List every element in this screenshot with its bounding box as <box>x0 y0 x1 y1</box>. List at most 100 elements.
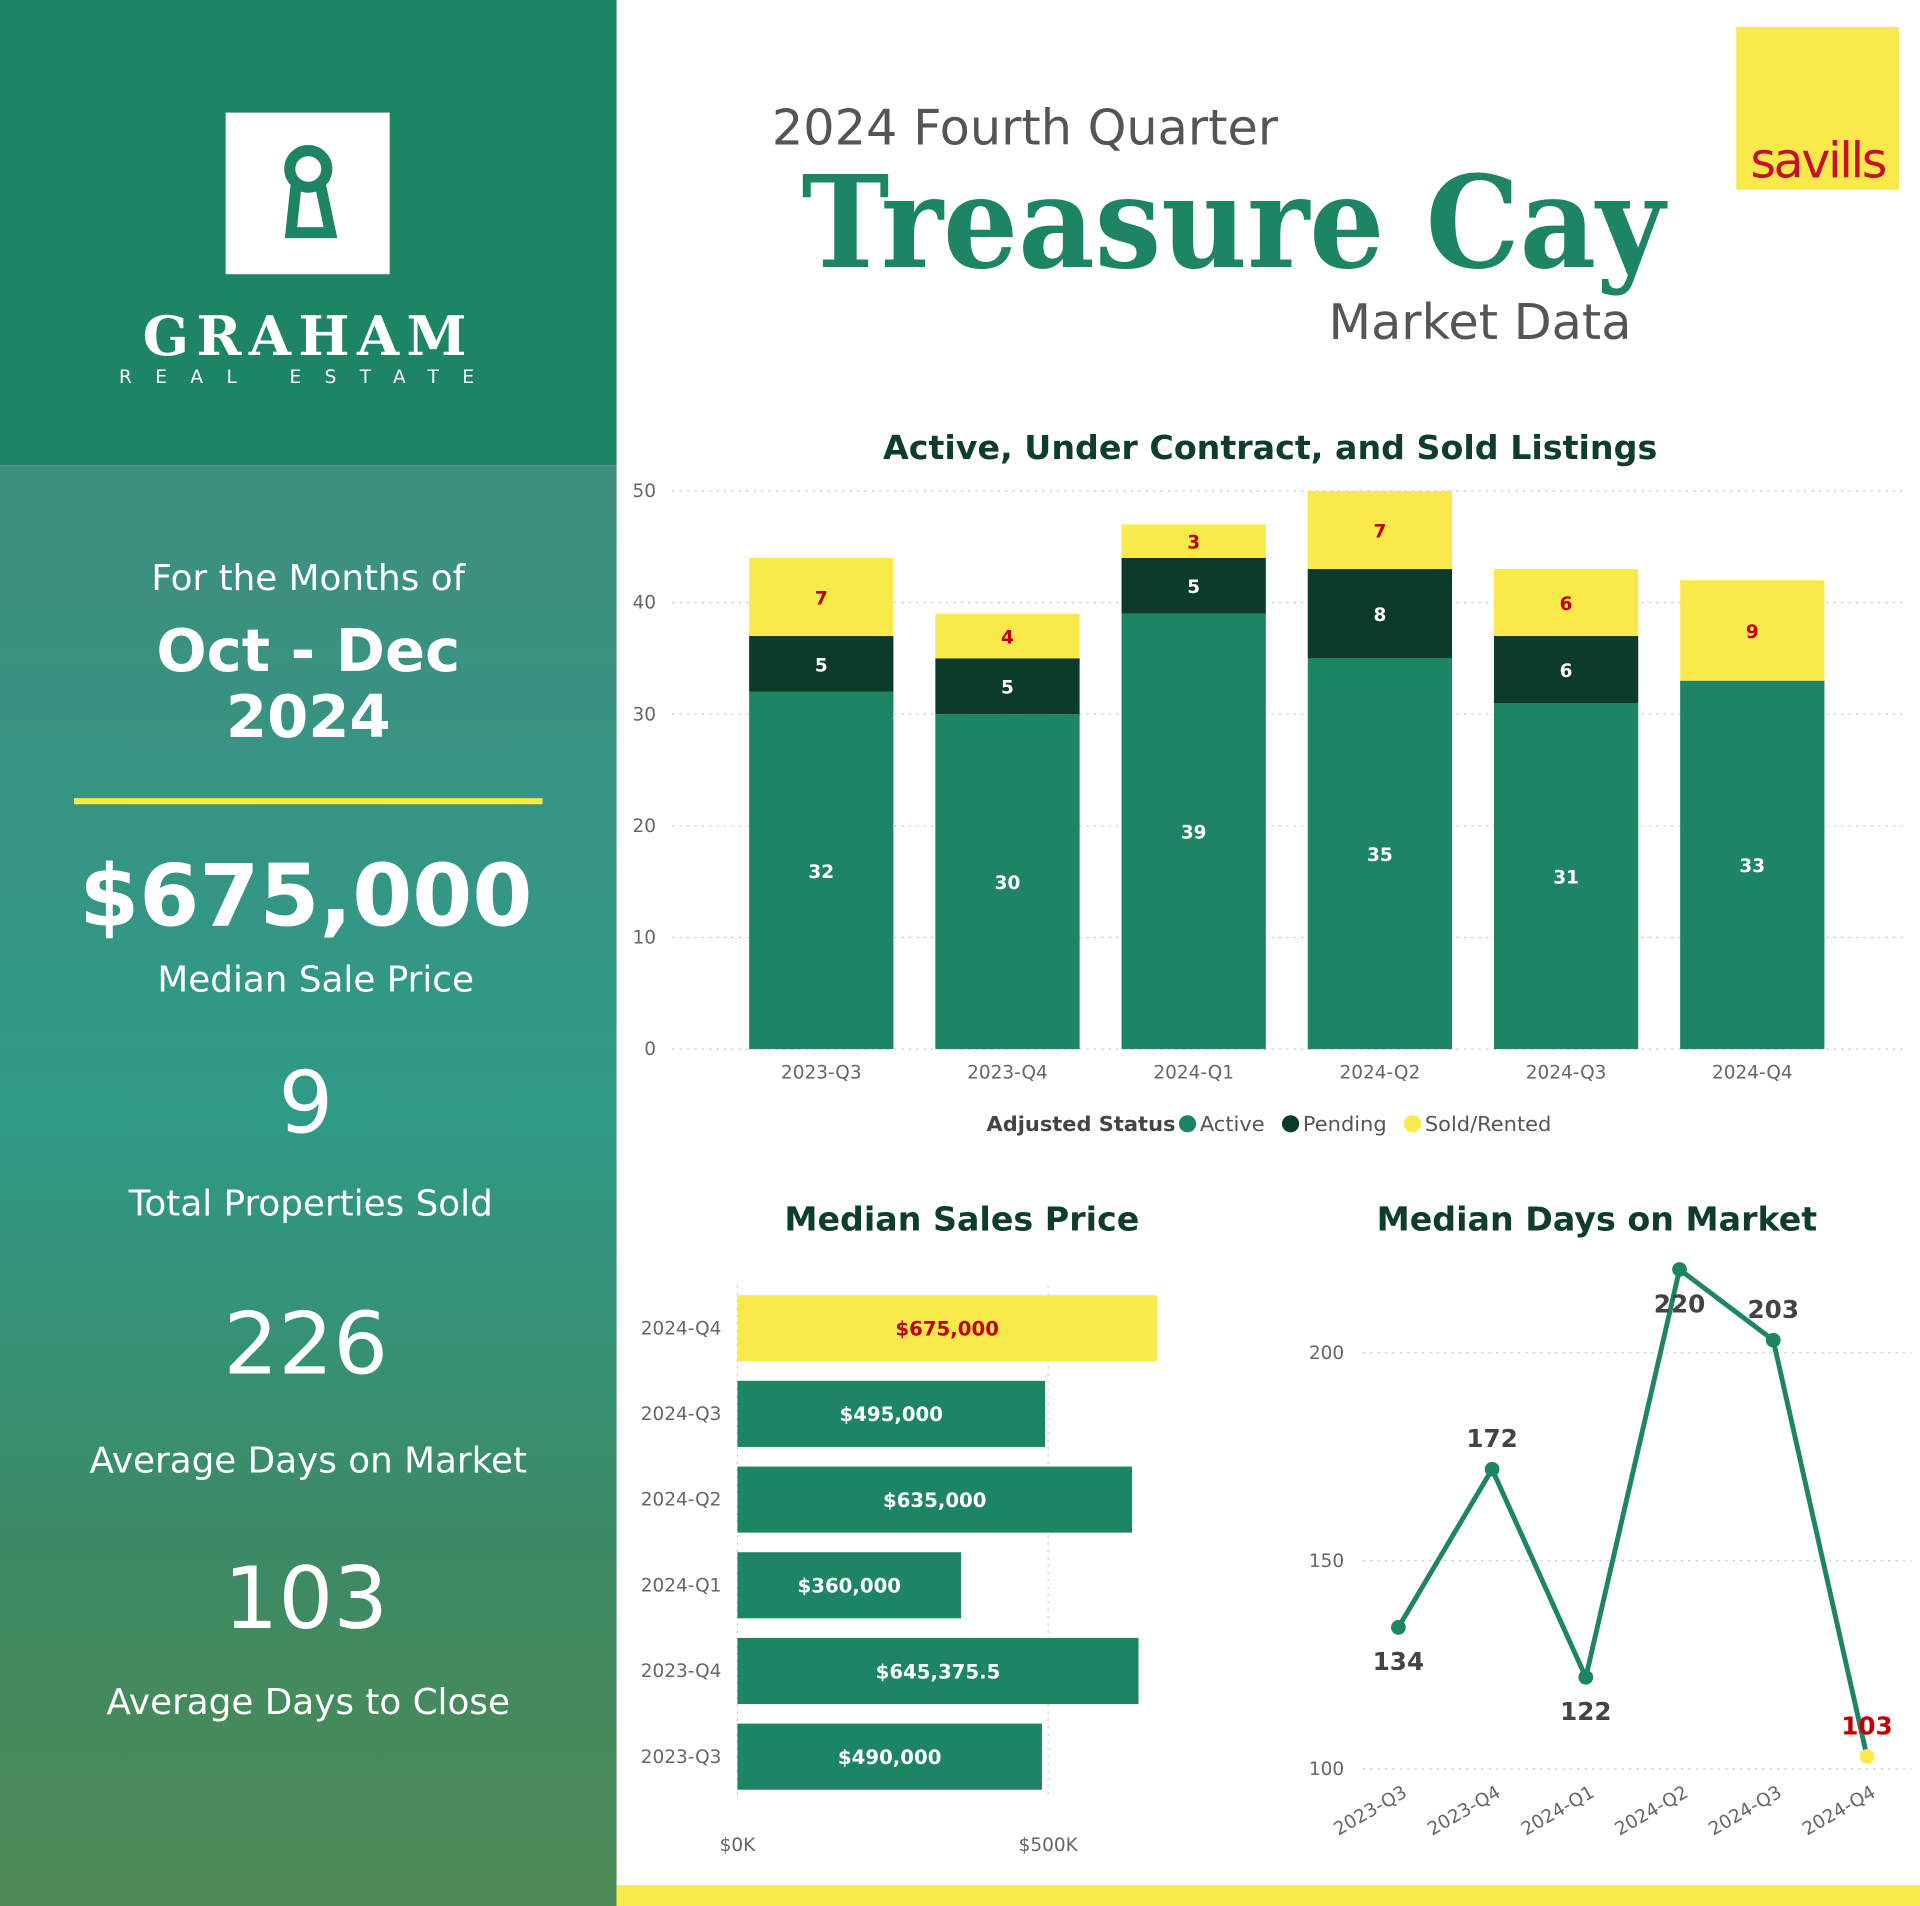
kicker: 2024 Fourth Quarter <box>772 99 1279 157</box>
y-tick-label: 0 <box>644 1039 656 1060</box>
y-tick-label: 2023-Q4 <box>641 1661 722 1682</box>
bar-label: $635,000 <box>883 1489 987 1512</box>
bar-label: $490,000 <box>838 1746 942 1769</box>
main-title: Treasure Cay <box>802 148 1669 297</box>
bar-label: 3 <box>1187 533 1200 554</box>
bar-label: 5 <box>815 655 828 676</box>
sidebar-photo <box>0 465 617 1906</box>
bar-label: 5 <box>1001 678 1014 699</box>
period: Oct - Dec <box>156 616 460 685</box>
bar <box>737 1637 1139 1705</box>
bar-segment <box>749 636 894 692</box>
y-tick-label: 50 <box>633 481 657 502</box>
point-label: 203 <box>1748 1295 1799 1324</box>
point <box>1578 1669 1594 1685</box>
stat-label: Total Properties Sold <box>128 1184 493 1225</box>
bar-label: 6 <box>1560 594 1573 615</box>
bar-label: $645,375.5 <box>876 1660 1001 1683</box>
x-tick-label: 2024-Q3 <box>1526 1063 1607 1084</box>
brand-name: GRAHAM <box>143 304 474 368</box>
point-label: 220 <box>1654 1289 1705 1318</box>
y-tick-label: 200 <box>1309 1343 1344 1364</box>
bar-segment <box>935 613 1080 659</box>
legend-swatch <box>1281 1115 1300 1133</box>
x-tick-label: 2024-Q2 <box>1612 1782 1692 1840</box>
x-tick-label: 2024-Q4 <box>1799 1782 1879 1840</box>
stat-label: Median Sale Price <box>157 960 474 1001</box>
period-year: 2024 <box>226 682 391 751</box>
y-tick-label: 2024-Q2 <box>641 1490 722 1511</box>
legend-label: Pending <box>1303 1112 1387 1136</box>
bar-segment <box>749 557 894 637</box>
bar-label: $495,000 <box>839 1403 943 1426</box>
bar-segment <box>1307 569 1453 659</box>
point <box>1859 1749 1875 1764</box>
bar-label: 9 <box>1746 622 1759 643</box>
stat-value: 9 <box>278 1054 333 1154</box>
y-tick-label: 2024-Q4 <box>641 1318 722 1339</box>
y-tick-label: 2024-Q1 <box>641 1575 722 1596</box>
bar-label: $675,000 <box>895 1318 999 1341</box>
x-tick-label: 2024-Q1 <box>1518 1782 1598 1840</box>
bar-segment <box>1121 613 1266 1050</box>
partner-box <box>1736 26 1900 190</box>
bar-segment <box>1680 680 1825 1050</box>
stat-value: $675,000 <box>79 847 532 947</box>
bar <box>737 1295 1157 1362</box>
point <box>1765 1332 1781 1348</box>
x-tick-label: 2023-Q4 <box>967 1063 1048 1084</box>
bar-label: 33 <box>1739 856 1765 877</box>
chart-title: Active, Under Contract, and Sold Listing… <box>883 428 1657 467</box>
x-tick-label: 2024-Q3 <box>1705 1782 1785 1840</box>
bar-segment <box>1493 703 1639 1050</box>
point-label: 172 <box>1466 1424 1517 1453</box>
x-tick-label: 2023-Q3 <box>1330 1782 1410 1840</box>
footer-bar <box>616 1885 1920 1906</box>
bar-segment <box>1680 580 1825 681</box>
y-tick-label: 40 <box>633 593 657 614</box>
bar-segment <box>1307 658 1453 1050</box>
legend-label: Active <box>1200 1112 1265 1136</box>
x-tick-label: 2024-Q4 <box>1712 1063 1793 1084</box>
bar-label: 35 <box>1367 845 1393 866</box>
subtitle: Market Data <box>1329 293 1632 351</box>
stat-label: Average Days on Market <box>89 1441 527 1482</box>
x-tick-label: 2024-Q2 <box>1340 1063 1421 1084</box>
y-tick-label: 150 <box>1309 1551 1344 1572</box>
point-label: 134 <box>1373 1647 1424 1676</box>
legend-swatch <box>1403 1115 1422 1133</box>
bar-label: 39 <box>1181 823 1207 844</box>
line <box>1396 1265 1870 1757</box>
bar-label: 31 <box>1553 867 1579 888</box>
point-label: 122 <box>1560 1697 1611 1726</box>
stat-value: 226 <box>223 1295 388 1395</box>
divider <box>73 798 543 805</box>
point <box>1672 1262 1687 1277</box>
x-tick-label: $0K <box>720 1835 757 1856</box>
bar-label: 8 <box>1373 605 1386 626</box>
bar-segment <box>935 658 1080 715</box>
legend-label: Sold/Rented <box>1425 1112 1551 1136</box>
bar-label: 7 <box>815 588 828 609</box>
bar <box>737 1380 1046 1447</box>
bar-segment <box>935 714 1080 1050</box>
x-tick-label: 2024-Q1 <box>1153 1063 1234 1084</box>
stat-label: Average Days to Close <box>107 1682 510 1723</box>
bar-label: 4 <box>1001 627 1014 648</box>
bar-label: 7 <box>1373 521 1386 542</box>
logo-box <box>225 112 390 275</box>
y-tick-label: 2023-Q3 <box>641 1747 722 1768</box>
y-tick-label: 10 <box>633 928 657 949</box>
chart-title: Median Days on Market <box>1377 1199 1818 1238</box>
point-label: 103 <box>1841 1711 1892 1740</box>
y-tick-label: 2024-Q3 <box>641 1404 722 1425</box>
logo-icon <box>284 145 338 239</box>
x-tick-label: $500K <box>1019 1835 1079 1856</box>
bar <box>737 1466 1133 1533</box>
x-tick-label: 2023-Q3 <box>781 1063 862 1084</box>
bar-label: 5 <box>1187 577 1200 598</box>
y-tick-label: 100 <box>1309 1759 1344 1780</box>
legend-swatch <box>1178 1115 1197 1133</box>
period-label: For the Months of <box>151 558 466 599</box>
